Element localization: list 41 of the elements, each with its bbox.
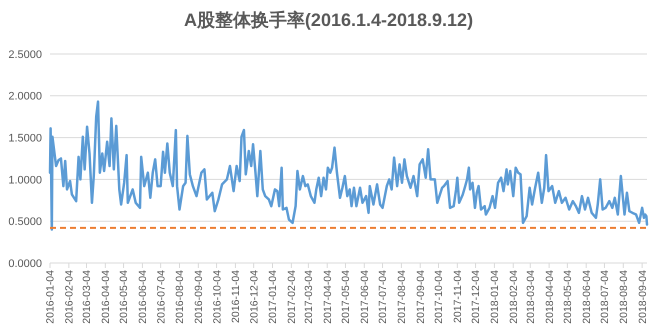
x-tick-label: 2017-02-04 bbox=[286, 270, 298, 324]
x-tick-label: 2018-01-04 bbox=[489, 270, 502, 324]
x-tick-label: 2018-09-04 bbox=[636, 270, 649, 324]
x-tick-label: 2017-03-04 bbox=[303, 270, 316, 324]
x-tick-label: 2016-11-04 bbox=[230, 270, 242, 323]
x-tick-label: 2017-01-04 bbox=[267, 270, 280, 324]
x-tick-label: 2017-12-04 bbox=[470, 270, 482, 324]
x-tick-label: 2017-09-04 bbox=[414, 270, 427, 324]
y-tick-label: 2.5000 bbox=[8, 48, 42, 61]
x-tick-label: 2018-08-04 bbox=[618, 270, 630, 324]
y-tick-label: 2.0000 bbox=[8, 90, 42, 103]
x-tick-label: 2016-03-04 bbox=[81, 270, 94, 324]
x-tick-label: 2016-01-04 bbox=[44, 270, 57, 324]
x-tick-label: 2018-06-04 bbox=[580, 270, 593, 324]
x-tick-label: 2016-07-04 bbox=[155, 270, 168, 324]
y-tick-label: 0.0000 bbox=[8, 258, 42, 270]
x-tick-label: 2017-08-04 bbox=[396, 270, 408, 324]
line-series bbox=[48, 100, 648, 231]
x-tick-label: 2017-11-04 bbox=[452, 270, 464, 323]
x-tick-label: 2016-09-04 bbox=[193, 270, 206, 324]
x-tick-label: 2018-05-04 bbox=[562, 270, 574, 324]
x-tick-label: 2016-05-04 bbox=[118, 270, 130, 324]
x-tick-label: 2018-03-04 bbox=[524, 270, 537, 324]
x-tick-label: 2018-04-04 bbox=[544, 270, 556, 324]
y-tick-label: 1.0000 bbox=[8, 174, 42, 186]
x-tick-label: 2016-08-04 bbox=[174, 270, 186, 324]
x-tick-label: 2018-02-04 bbox=[508, 270, 520, 324]
x-tick-label: 2016-06-04 bbox=[137, 270, 150, 324]
x-tick-label: 2017-07-04 bbox=[377, 270, 390, 324]
x-tick-label: 2018-07-04 bbox=[599, 270, 612, 324]
x-tick-label: 2017-10-04 bbox=[433, 270, 446, 324]
x-tick-label: 2017-04-04 bbox=[322, 270, 334, 324]
x-tick-label: 2017-05-04 bbox=[340, 270, 352, 324]
x-tick-label: 2016-10-04 bbox=[211, 270, 224, 324]
x-tick-label: 2016-02-04 bbox=[64, 270, 76, 324]
x-tick-label: 2016-12-04 bbox=[248, 270, 260, 324]
x-tick-label: 2017-06-04 bbox=[358, 270, 371, 324]
y-tick-label: 1.5000 bbox=[8, 132, 42, 144]
chart-title: A股整体换手率(2016.1.4-2018.9.12) bbox=[184, 10, 474, 30]
x-tick-label: 2016-04-04 bbox=[100, 270, 112, 324]
y-tick-label: 0.5000 bbox=[8, 216, 42, 228]
